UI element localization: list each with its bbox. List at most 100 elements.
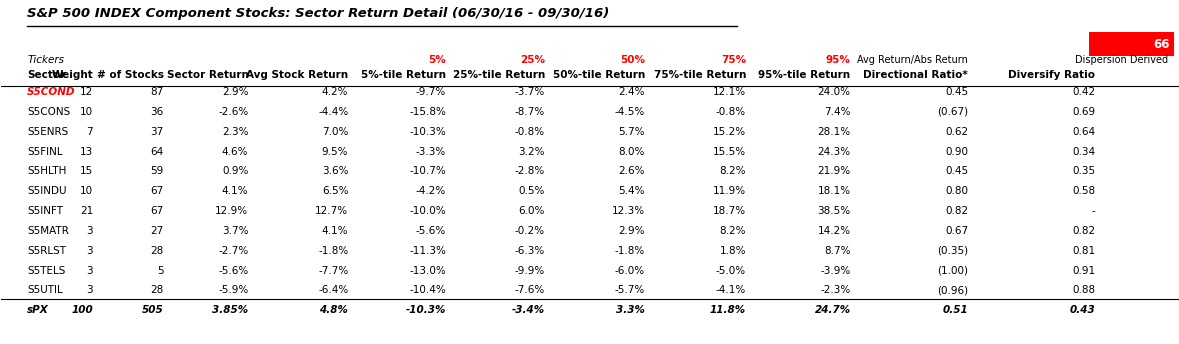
Text: -4.4%: -4.4% — [318, 107, 348, 117]
Text: 25%-tile Return: 25%-tile Return — [453, 70, 545, 80]
Text: Diversify Ratio: Diversify Ratio — [1008, 70, 1095, 80]
Text: 11.9%: 11.9% — [713, 186, 746, 196]
Text: -3.3%: -3.3% — [416, 147, 446, 157]
Text: 0.43: 0.43 — [1069, 305, 1095, 315]
Text: 12.3%: 12.3% — [612, 206, 645, 216]
Text: -10.3%: -10.3% — [406, 305, 446, 315]
Text: Sector: Sector — [27, 70, 66, 80]
Text: 9.5%: 9.5% — [322, 147, 348, 157]
Text: sPX: sPX — [27, 305, 50, 315]
Text: 505: 505 — [141, 305, 164, 315]
Text: 67: 67 — [151, 206, 164, 216]
Text: -10.7%: -10.7% — [409, 166, 446, 176]
Text: 59: 59 — [151, 166, 164, 176]
Text: 5.4%: 5.4% — [618, 186, 645, 196]
Text: 18.7%: 18.7% — [713, 206, 746, 216]
Text: 5.7%: 5.7% — [618, 127, 645, 137]
Text: 37: 37 — [151, 127, 164, 137]
Text: 0.58: 0.58 — [1072, 186, 1095, 196]
Text: 0.64: 0.64 — [1072, 127, 1095, 137]
Text: 36: 36 — [151, 107, 164, 117]
Text: 6.5%: 6.5% — [322, 186, 348, 196]
Text: 3.7%: 3.7% — [222, 226, 249, 236]
Text: -0.8%: -0.8% — [716, 107, 746, 117]
Text: 24.3%: 24.3% — [817, 147, 850, 157]
Text: 0.91: 0.91 — [1072, 266, 1095, 276]
Text: -5.6%: -5.6% — [416, 226, 446, 236]
Text: 5%: 5% — [428, 55, 446, 65]
Text: 4.8%: 4.8% — [320, 305, 348, 315]
Text: 2.6%: 2.6% — [618, 166, 645, 176]
Text: 0.35: 0.35 — [1072, 166, 1095, 176]
Text: 95%: 95% — [825, 55, 850, 65]
Text: S5RLST: S5RLST — [27, 246, 66, 256]
Text: 4.2%: 4.2% — [322, 87, 348, 97]
Text: 64: 64 — [151, 147, 164, 157]
Text: 7: 7 — [86, 127, 93, 137]
Text: 4.1%: 4.1% — [322, 226, 348, 236]
Text: 3: 3 — [86, 246, 93, 256]
Text: 18.1%: 18.1% — [817, 186, 850, 196]
Text: 3.3%: 3.3% — [615, 305, 645, 315]
Text: -10.0%: -10.0% — [409, 206, 446, 216]
Text: -3.7%: -3.7% — [514, 87, 545, 97]
Text: 0.5%: 0.5% — [519, 186, 545, 196]
Text: (0.35): (0.35) — [937, 246, 968, 256]
Text: 0.67: 0.67 — [946, 226, 968, 236]
Text: 2.3%: 2.3% — [222, 127, 249, 137]
Text: -6.0%: -6.0% — [614, 266, 645, 276]
Text: -6.4%: -6.4% — [318, 286, 348, 295]
Text: 12: 12 — [80, 87, 93, 97]
Text: S5COND: S5COND — [27, 87, 75, 97]
Text: 28: 28 — [151, 246, 164, 256]
Text: -4.1%: -4.1% — [716, 286, 746, 295]
Text: -7.6%: -7.6% — [514, 286, 545, 295]
Text: 24.7%: 24.7% — [815, 305, 850, 315]
Text: S5HLTH: S5HLTH — [27, 166, 67, 176]
Text: 12.7%: 12.7% — [315, 206, 348, 216]
Text: -0.2%: -0.2% — [515, 226, 545, 236]
Text: 95%-tile Return: 95%-tile Return — [758, 70, 850, 80]
Text: 6.0%: 6.0% — [519, 206, 545, 216]
Text: Sector Return: Sector Return — [166, 70, 249, 80]
Text: 0.34: 0.34 — [1072, 147, 1095, 157]
Text: Weight: Weight — [52, 70, 93, 80]
Text: 8.2%: 8.2% — [719, 166, 746, 176]
Text: 10: 10 — [80, 107, 93, 117]
Text: Directional Ratio*: Directional Ratio* — [863, 70, 968, 80]
Text: 8.0%: 8.0% — [619, 147, 645, 157]
Text: 4.6%: 4.6% — [222, 147, 249, 157]
Text: 100: 100 — [72, 305, 93, 315]
Text: 5%-tile Return: 5%-tile Return — [361, 70, 446, 80]
Text: 11.8%: 11.8% — [710, 305, 746, 315]
Text: 0.81: 0.81 — [1072, 246, 1095, 256]
Text: -10.4%: -10.4% — [409, 286, 446, 295]
Text: 0.9%: 0.9% — [222, 166, 249, 176]
Text: 0.90: 0.90 — [946, 147, 968, 157]
Text: 28.1%: 28.1% — [817, 127, 850, 137]
Text: -2.3%: -2.3% — [821, 286, 850, 295]
Text: S&P 500 INDEX Component Stocks: Sector Return Detail (06/30/16 - 09/30/16): S&P 500 INDEX Component Stocks: Sector R… — [27, 7, 610, 20]
Text: 3: 3 — [86, 266, 93, 276]
Text: 75%: 75% — [720, 55, 746, 65]
Text: -6.3%: -6.3% — [514, 246, 545, 256]
Text: Dispersion Derived: Dispersion Derived — [1075, 55, 1168, 65]
Text: 2.9%: 2.9% — [618, 226, 645, 236]
Text: 13: 13 — [80, 147, 93, 157]
Text: 3.6%: 3.6% — [322, 166, 348, 176]
Text: 87: 87 — [151, 87, 164, 97]
Text: 0.82: 0.82 — [946, 206, 968, 216]
Text: 3: 3 — [86, 226, 93, 236]
Text: S5UTIL: S5UTIL — [27, 286, 62, 295]
Text: Avg Stock Return: Avg Stock Return — [246, 70, 348, 80]
Text: -4.5%: -4.5% — [614, 107, 645, 117]
Text: 0.82: 0.82 — [1072, 226, 1095, 236]
Text: Tickers: Tickers — [27, 55, 65, 65]
Text: -0.8%: -0.8% — [515, 127, 545, 137]
Text: 50%: 50% — [620, 55, 645, 65]
Text: -1.8%: -1.8% — [614, 246, 645, 256]
Text: -5.7%: -5.7% — [614, 286, 645, 295]
Text: 1.8%: 1.8% — [719, 246, 746, 256]
Text: 7.0%: 7.0% — [322, 127, 348, 137]
Text: 27: 27 — [151, 226, 164, 236]
